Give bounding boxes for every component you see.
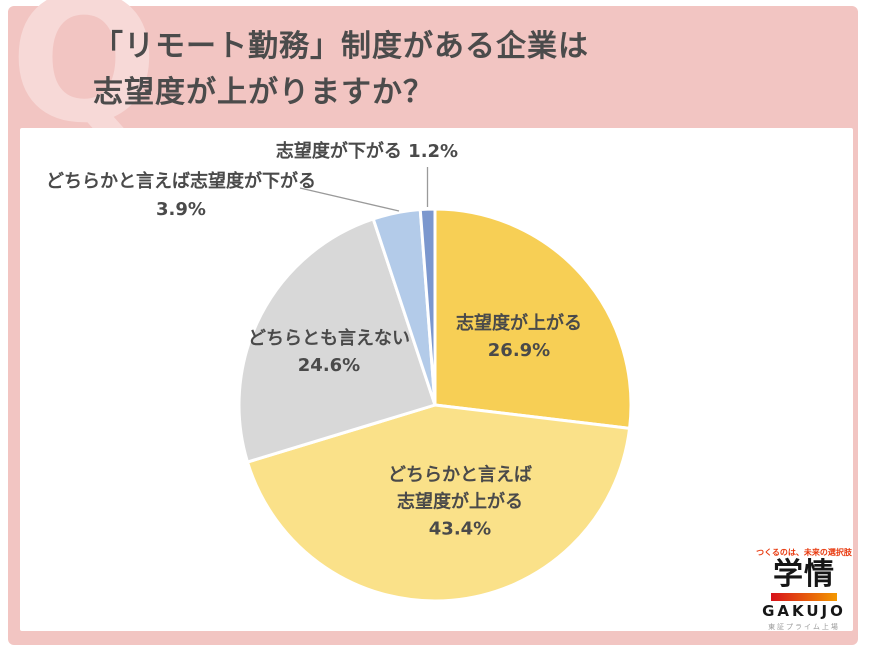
page-title-line2: 志望度が上がりますか？	[93, 75, 434, 110]
slice-label-somewhat-up: どちらかと言えば 志望度が上がる 43.4%	[388, 462, 532, 543]
slice-label-somewhat-up-value: 43.4%	[428, 518, 492, 540]
gakujo-logo: つくるのは、未来の選択肢 学情 GAKUJO 東証プライム上場	[756, 547, 852, 632]
slice-label-down: 志望度が下がる 1.2%	[275, 141, 459, 162]
slice-label-up: 志望度が上がる 26.9%	[456, 310, 582, 364]
slice-label-neutral-value: 24.6%	[297, 355, 361, 376]
slice-label-up-text: 志望度が上がる	[456, 313, 582, 334]
logo-gradient-bar	[771, 593, 837, 601]
pie-chart	[237, 207, 633, 603]
page-title-line1: 「リモート勤務」制度がある企業は	[93, 29, 589, 64]
pie-slice-0	[433, 207, 633, 430]
q-watermark: Q	[10, 0, 158, 162]
logo-name-english: GAKUJO	[762, 602, 846, 620]
slice-label-neutral-text: どちらとも言えない	[248, 328, 410, 349]
slice-label-somewhat-down: どちらかと言えば志望度が下がる 3.9%	[46, 168, 316, 224]
pie-slice-2	[237, 217, 437, 464]
logo-tagline: つくるのは、未来の選択肢	[756, 548, 852, 557]
slice-label-somewhat-down-value: 3.9%	[156, 199, 206, 220]
logo-name-japanese: 学情	[773, 557, 835, 592]
slice-label-somewhat-up-text1: どちらかと言えば	[388, 464, 532, 486]
slice-label-somewhat-up-text2: 志望度が上がる	[397, 491, 523, 513]
page-title: 「リモート勤務」制度がある企業は 志望度が上がりますか？	[93, 24, 589, 116]
slice-label-neutral: どちらとも言えない 24.6%	[248, 325, 410, 379]
slice-label-up-value: 26.9%	[487, 340, 551, 361]
slice-label-somewhat-down-text: どちらかと言えば志望度が下がる	[46, 171, 316, 192]
pie-slice-4	[418, 207, 437, 407]
logo-listing-text: 東証プライム上場	[768, 623, 840, 631]
pie-slice-1	[245, 403, 632, 603]
